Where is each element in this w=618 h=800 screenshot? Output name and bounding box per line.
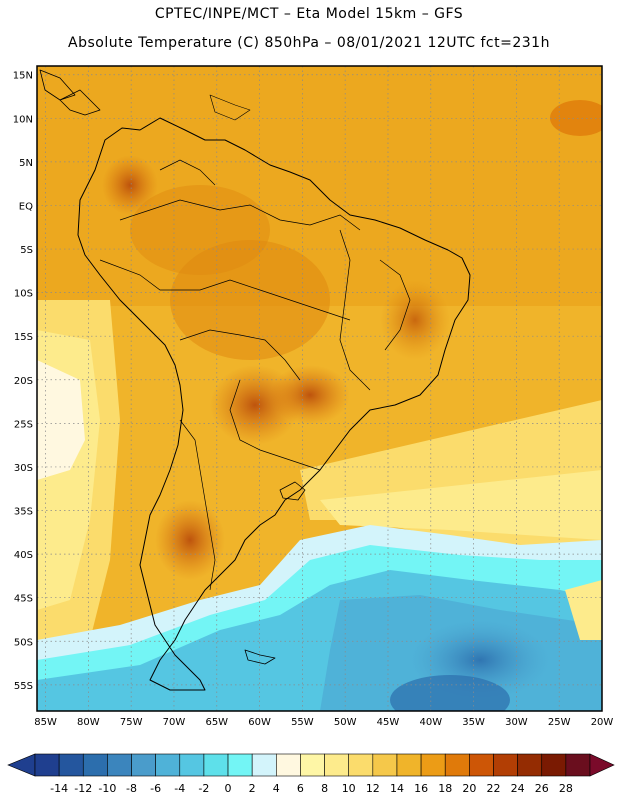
lon-label: 40W [419, 717, 442, 728]
legend-label: -8 [126, 782, 137, 795]
legend-label: -14 [50, 782, 68, 795]
legend-swatch [203, 753, 229, 777]
legend-label: 0 [225, 782, 232, 795]
lat-label: 5S [20, 245, 33, 256]
lat-label: 50S [14, 637, 33, 648]
legend-label: -12 [74, 782, 92, 795]
lon-label: 70W [163, 717, 186, 728]
lon-label: 30W [505, 717, 528, 728]
lat-label: 20S [14, 376, 33, 387]
legend-swatch [565, 753, 591, 777]
legend-swatch [396, 753, 422, 777]
legend-swatch [300, 753, 325, 777]
legend-swatch [179, 753, 205, 777]
legend-label: 28 [559, 782, 573, 795]
lon-label: 75W [120, 717, 143, 728]
legend-label: 22 [486, 782, 500, 795]
legend-label: -10 [98, 782, 116, 795]
lat-label: 15N [13, 71, 33, 82]
legend-swatch [131, 753, 156, 777]
legend-swatch [58, 753, 84, 777]
lon-label: 20W [591, 717, 614, 728]
color-legend: -14 -12 -10 -8 -6 -4 -2 0 2 4 6 8 10 12 14 16 18 20 22 24 26… [7, 753, 615, 795]
coastlines [39, 69, 471, 691]
lat-label: 15S [14, 332, 33, 343]
map-subtitle: Absolute Temperature (C) 850hPa – 08/01/… [68, 35, 550, 51]
lon-label: 80W [77, 717, 100, 728]
lon-label: 50W [334, 717, 357, 728]
legend-swatch [444, 753, 470, 777]
legend-swatch [493, 753, 518, 777]
lon-label: 35W [462, 717, 485, 728]
country-borders [99, 159, 411, 591]
lon-label: 85W [34, 717, 57, 728]
legend-label: 4 [273, 782, 280, 795]
legend-label: 14 [390, 782, 404, 795]
lat-label: 35S [14, 507, 33, 518]
legend-label: 24 [511, 782, 525, 795]
legend-swatch [107, 753, 132, 777]
legend-swatch [276, 753, 301, 777]
legend-label: 26 [535, 782, 549, 795]
lat-label: 10S [14, 289, 33, 300]
lon-label: 55W [291, 717, 314, 728]
legend-swatch [34, 753, 60, 777]
map-frame [36, 65, 603, 712]
legend-label: -4 [174, 782, 185, 795]
lon-label: 25W [548, 717, 571, 728]
latitude-labels: 15N 10N 5N EQ 5S 10S 15S 20S 25S 30S 35S 40S 45S 50S 5… [13, 71, 33, 692]
legend-swatch [82, 753, 108, 777]
temperature-field [37, 66, 602, 711]
lat-label: EQ [19, 201, 33, 212]
lon-label: 65W [205, 717, 228, 728]
legend-swatch [469, 753, 494, 777]
legend-label: 12 [366, 782, 380, 795]
lat-label: 5N [19, 158, 33, 169]
lat-label: 10N [13, 114, 33, 125]
legend-arrow-high [589, 753, 615, 777]
legend-label: 16 [414, 782, 428, 795]
lon-label: 45W [377, 717, 400, 728]
legend-swatch [324, 753, 349, 777]
legend-label: -6 [150, 782, 161, 795]
legend-swatch [155, 753, 181, 777]
lat-label: 30S [14, 463, 33, 474]
legend-swatch [251, 753, 277, 777]
legend-label: 18 [438, 782, 452, 795]
legend-swatch [420, 753, 446, 777]
legend-label: 8 [321, 782, 328, 795]
legend-label: -2 [198, 782, 209, 795]
lat-label: 45S [14, 594, 33, 605]
lat-label: 40S [14, 550, 33, 561]
map-title: CPTEC/INPE/MCT – Eta Model 15km – GFS [154, 6, 464, 22]
legend-label: 2 [249, 782, 256, 795]
legend-swatch [372, 753, 398, 777]
legend-label: 10 [342, 782, 356, 795]
legend-swatch [227, 753, 253, 777]
legend-label: 20 [462, 782, 476, 795]
longitude-labels: 85W 80W 75W 70W 65W 60W 55W 50W 45W 40W 35W 30W 25W 2… [34, 717, 613, 728]
legend-arrow-low [7, 753, 36, 777]
lat-label: 25S [14, 419, 33, 430]
legend-swatch [517, 753, 543, 777]
legend-swatch [348, 753, 374, 777]
legend-swatch [541, 753, 567, 777]
legend-label: 6 [297, 782, 304, 795]
lon-label: 60W [248, 717, 271, 728]
lat-label: 55S [14, 681, 33, 692]
